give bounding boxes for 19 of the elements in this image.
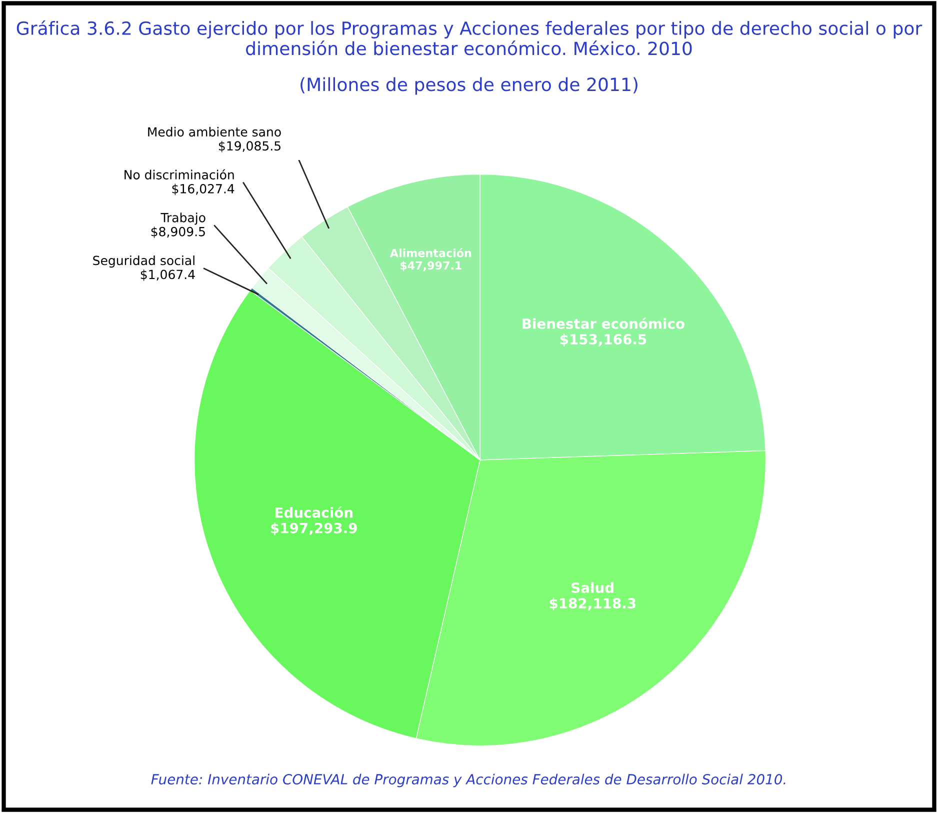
data-label: $19,085.5 [218,140,280,152]
data-label: $197,293.9 [271,522,357,536]
slice-label: Medio ambiente sano [148,126,281,137]
slice-label: Seguridad social [93,256,194,268]
data-label: $1,067.4 [140,270,195,281]
slice-label: Educación [275,506,352,518]
source-note: Fuente: Inventario CONEVAL de Programas y Acciones Federales de Desarrollo Social 2010. [151,774,786,788]
data-label: $47,997.1 [400,261,462,272]
data-label: $16,027.4 [172,184,234,196]
slice-label: Salud [572,582,614,593]
data-label: $8,909.5 [151,226,205,238]
data-label: $182,118.3 [550,598,636,610]
slice-label: No discriminación [124,169,234,180]
chart-title: Gráfica 3.6.2 Gasto ejercido por los Programas y Acciones federales por tipo de derecho social o por dimensión de bienestar económico. México. 2010 [16,20,922,56]
slice-label: Trabajo [160,212,206,225]
slice-label: Alimentación [390,248,472,258]
slice-label: Bienestar económico [522,318,684,329]
data-label: $153,166.5 [560,334,646,346]
chart-subtitle: (Millones de pesos de enero de 2011) [300,77,638,95]
